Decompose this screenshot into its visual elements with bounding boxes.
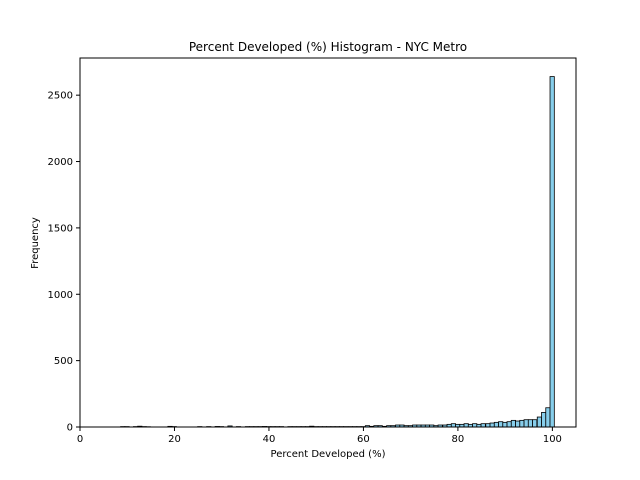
x-tick-label: 20 (168, 434, 181, 445)
y-axis-label: Frequency (30, 217, 41, 269)
axes-group (79, 57, 577, 428)
x-tick-label: 60 (357, 434, 370, 445)
histogram-bar (506, 421, 512, 428)
x-tick-label: 40 (263, 434, 276, 445)
histogram-bar (493, 421, 499, 428)
histogram-bar (519, 419, 525, 428)
histogram-bar (541, 411, 547, 428)
histogram-bar (523, 419, 529, 428)
histogram-bar (527, 419, 533, 428)
chart-title: Percent Developed (%) Histogram - NYC Me… (189, 40, 467, 54)
histogram-bar (549, 76, 555, 428)
histogram-bar (498, 421, 504, 428)
y-axis-ticks: 0 500 1000 1500 2000 2500 (48, 91, 80, 434)
y-tick-label: 1500 (48, 223, 73, 234)
histogram-bar (510, 419, 516, 428)
histogram-bar (545, 407, 551, 428)
x-tick-label: 100 (543, 434, 562, 445)
histogram-bar (489, 422, 495, 428)
histogram-bar (532, 419, 538, 428)
y-tick-label: 1000 (48, 290, 73, 301)
x-tick-label: 80 (452, 434, 465, 445)
x-tick-label: 0 (77, 434, 83, 445)
y-tick-label: 2000 (48, 157, 73, 168)
histogram-bar (515, 420, 521, 428)
histogram-bar (502, 421, 508, 428)
y-tick-label: 2500 (48, 91, 73, 102)
x-axis-ticks: 0 20 40 60 80 100 (77, 427, 562, 445)
x-axis-label: Percent Developed (%) (271, 449, 386, 460)
histogram-bar (536, 416, 542, 428)
plot-frame (79, 57, 577, 428)
y-tick-label: 0 (67, 423, 73, 434)
y-tick-label: 500 (54, 356, 73, 367)
